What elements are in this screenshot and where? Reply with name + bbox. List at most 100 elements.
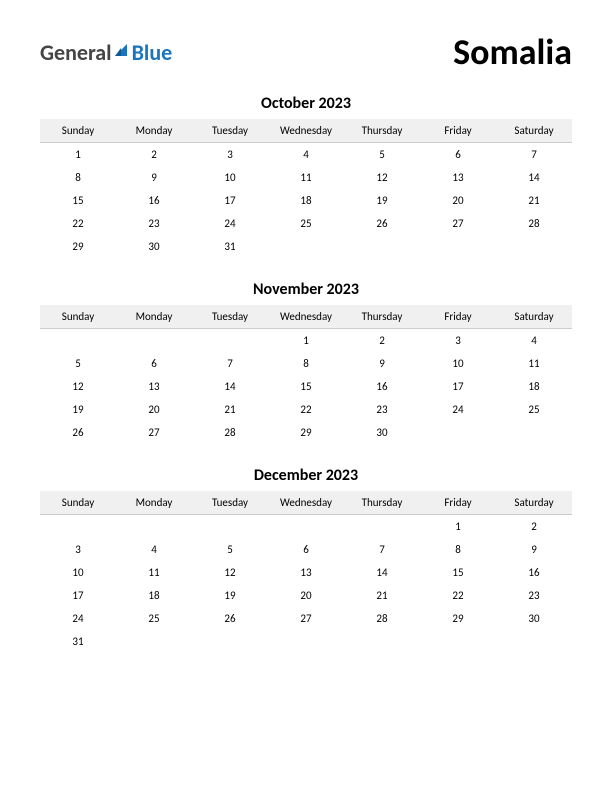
calendar-day: 23	[116, 212, 192, 235]
calendar-day: 10	[40, 561, 116, 584]
calendar-day: 23	[344, 398, 420, 421]
calendar-week: 1234	[40, 329, 572, 353]
calendar-day: 29	[40, 235, 116, 258]
calendar-day: 21	[344, 584, 420, 607]
calendar-day	[192, 515, 268, 539]
calendar-week: 891011121314	[40, 166, 572, 189]
calendar-day	[268, 630, 344, 653]
calendar-day: 14	[344, 561, 420, 584]
calendar-day	[420, 235, 496, 258]
calendar-day: 27	[268, 607, 344, 630]
calendar-day: 19	[192, 584, 268, 607]
calendar-day: 20	[116, 398, 192, 421]
calendar-week: 3456789	[40, 538, 572, 561]
calendar-day: 9	[116, 166, 192, 189]
calendar-day: 19	[40, 398, 116, 421]
day-header: Tuesday	[192, 491, 268, 515]
calendar-day: 26	[344, 212, 420, 235]
calendar-day: 1	[420, 515, 496, 539]
calendar-day: 21	[192, 398, 268, 421]
calendar-day: 14	[192, 375, 268, 398]
calendar-day: 26	[192, 607, 268, 630]
calendar-week: 10111213141516	[40, 561, 572, 584]
calendar-day: 25	[496, 398, 572, 421]
calendar-day: 5	[40, 352, 116, 375]
calendar-day: 2	[116, 143, 192, 167]
calendar-day: 3	[420, 329, 496, 353]
day-header: Wednesday	[268, 305, 344, 329]
calendar-day	[116, 329, 192, 353]
logo-text: General Blue	[40, 39, 172, 66]
calendar-day: 7	[192, 352, 268, 375]
calendar-day: 11	[116, 561, 192, 584]
calendar-day: 12	[40, 375, 116, 398]
calendar-day: 22	[268, 398, 344, 421]
day-header: Sunday	[40, 491, 116, 515]
calendar-table: SundayMondayTuesdayWednesdayThursdayFrid…	[40, 119, 572, 258]
country-title: Somalia	[453, 30, 572, 74]
calendar-day: 4	[496, 329, 572, 353]
calendar-day: 15	[420, 561, 496, 584]
calendar-day: 5	[344, 143, 420, 167]
calendar-week: 19202122232425	[40, 398, 572, 421]
calendar-day: 11	[268, 166, 344, 189]
calendar-day: 13	[116, 375, 192, 398]
calendar-day: 2	[344, 329, 420, 353]
day-header: Tuesday	[192, 119, 268, 143]
calendar-day: 20	[268, 584, 344, 607]
calendar-day: 18	[496, 375, 572, 398]
calendar-month: December 2023SundayMondayTuesdayWednesda…	[40, 466, 572, 653]
calendar-day: 28	[192, 421, 268, 444]
month-title: October 2023	[40, 94, 572, 113]
calendar-day: 8	[420, 538, 496, 561]
calendar-day: 19	[344, 189, 420, 212]
calendar-day	[344, 235, 420, 258]
calendar-day: 16	[116, 189, 192, 212]
calendar-month: November 2023SundayMondayTuesdayWednesda…	[40, 280, 572, 444]
calendar-day: 1	[268, 329, 344, 353]
calendar-day: 1	[40, 143, 116, 167]
calendar-day: 18	[268, 189, 344, 212]
logo: General Blue	[40, 39, 172, 66]
day-header: Saturday	[496, 491, 572, 515]
calendar-day: 28	[344, 607, 420, 630]
calendar-day: 23	[496, 584, 572, 607]
calendars-container: October 2023 SundayMondayTuesdayWednesday…	[40, 94, 572, 653]
day-header: Tuesday	[192, 305, 268, 329]
calendar-day: 28	[496, 212, 572, 235]
day-header: Friday	[420, 119, 496, 143]
calendar-day: 10	[192, 166, 268, 189]
calendar-day: 4	[268, 143, 344, 167]
day-header: Saturday	[496, 305, 572, 329]
calendar-day: 25	[116, 607, 192, 630]
calendar-day: 14	[496, 166, 572, 189]
calendar-day: 3	[192, 143, 268, 167]
calendar-day: 16	[496, 561, 572, 584]
calendar-day: 24	[420, 398, 496, 421]
day-header: Thursday	[344, 491, 420, 515]
calendar-day: 26	[40, 421, 116, 444]
calendar-week: 15161718192021	[40, 189, 572, 212]
calendar-day: 27	[420, 212, 496, 235]
calendar-day	[116, 630, 192, 653]
calendar-day: 31	[40, 630, 116, 653]
day-header: Friday	[420, 305, 496, 329]
day-header: Friday	[420, 491, 496, 515]
calendar-day: 17	[420, 375, 496, 398]
calendar-week: 567891011	[40, 352, 572, 375]
calendar-day: 6	[116, 352, 192, 375]
calendar-day: 27	[116, 421, 192, 444]
calendar-day: 24	[40, 607, 116, 630]
day-header: Wednesday	[268, 119, 344, 143]
day-header: Saturday	[496, 119, 572, 143]
calendar-day: 5	[192, 538, 268, 561]
calendar-day	[268, 235, 344, 258]
calendar-day	[496, 630, 572, 653]
calendar-day: 24	[192, 212, 268, 235]
calendar-week: 1234567	[40, 143, 572, 167]
calendar-week: 31	[40, 630, 572, 653]
calendar-day	[40, 329, 116, 353]
calendar-week: 2627282930	[40, 421, 572, 444]
calendar-day: 22	[40, 212, 116, 235]
calendar-day	[40, 515, 116, 539]
